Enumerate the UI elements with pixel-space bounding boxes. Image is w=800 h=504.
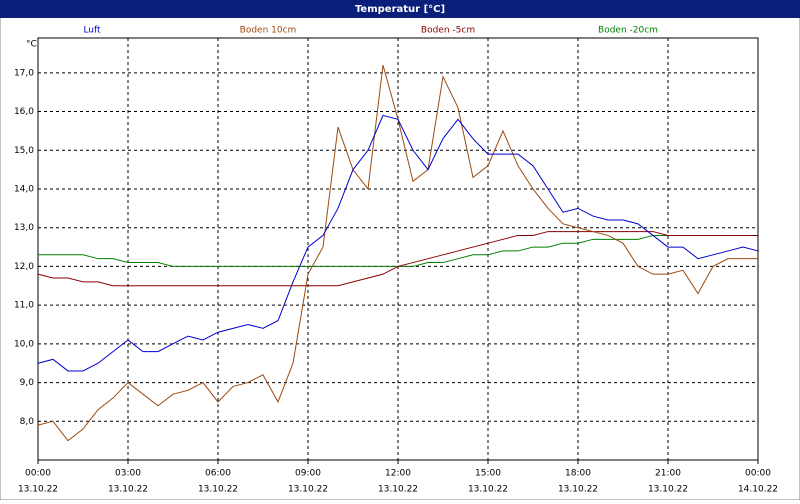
y-tick-label: 10,0 bbox=[14, 339, 34, 349]
y-tick-label: 15,0 bbox=[14, 146, 34, 156]
x-tick-label: 03:00 bbox=[115, 469, 141, 479]
x-tick-label: 12:00 bbox=[385, 469, 411, 479]
chart-title: Temperatur [°C] bbox=[355, 4, 445, 15]
y-tick-label: 8,0 bbox=[20, 417, 35, 427]
x-tick-date: 13.10.22 bbox=[648, 485, 688, 495]
legend-entry: Luft bbox=[83, 26, 101, 36]
x-tick-date: 13.10.22 bbox=[18, 485, 58, 495]
y-tick-label: 11,0 bbox=[14, 301, 34, 311]
x-tick-label: 06:00 bbox=[205, 469, 231, 479]
x-tick-date: 13.10.22 bbox=[288, 485, 328, 495]
x-tick-label: 09:00 bbox=[295, 469, 321, 479]
y-tick-label: 9,0 bbox=[20, 378, 35, 388]
legend-entry: Boden -20cm bbox=[598, 26, 658, 36]
title-bar bbox=[0, 0, 800, 18]
x-tick-date: 13.10.22 bbox=[468, 485, 508, 495]
x-tick-label: 21:00 bbox=[655, 469, 681, 479]
x-tick-label: 00:00 bbox=[745, 469, 771, 479]
x-tick-date: 13.10.22 bbox=[558, 485, 598, 495]
x-tick-label: 18:00 bbox=[565, 469, 591, 479]
y-tick-label: 13,0 bbox=[14, 223, 34, 233]
x-tick-label: 15:00 bbox=[475, 469, 501, 479]
y-tick-label: 14,0 bbox=[14, 184, 34, 194]
x-tick-date: 14.10.22 bbox=[738, 485, 778, 495]
x-tick-label: 00:00 bbox=[25, 469, 51, 479]
legend-entry: Boden -5cm bbox=[421, 26, 475, 36]
x-tick-date: 13.10.22 bbox=[108, 485, 148, 495]
y-tick-label: 12,0 bbox=[14, 262, 34, 272]
legend-entry: Boden 10cm bbox=[240, 26, 297, 36]
series-line bbox=[37, 231, 758, 287]
y-tick-label: 16,0 bbox=[14, 107, 34, 117]
series-line bbox=[37, 114, 759, 372]
x-tick-date: 13.10.22 bbox=[378, 485, 418, 495]
x-tick-date: 13.10.22 bbox=[198, 485, 238, 495]
y-unit: °C bbox=[26, 40, 37, 50]
y-tick-label: 17,0 bbox=[14, 68, 34, 78]
